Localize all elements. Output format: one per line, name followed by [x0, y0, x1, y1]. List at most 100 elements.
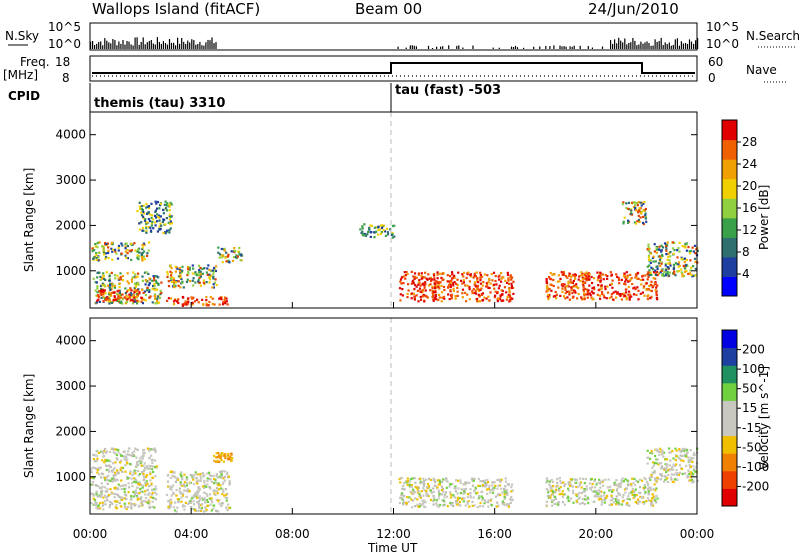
- echo-cell: [478, 496, 481, 499]
- echo-cell: [149, 471, 152, 474]
- echo-cell: [104, 458, 107, 462]
- echo-cell: [417, 489, 420, 493]
- echo-cell: [121, 470, 124, 473]
- echo-cell: [142, 242, 145, 245]
- echo-cell: [600, 494, 603, 497]
- echo-cell: [678, 448, 681, 451]
- echo-cell: [650, 504, 653, 507]
- echo-cell: [505, 298, 508, 301]
- echo-cell: [434, 289, 437, 292]
- echo-cell: [197, 496, 200, 499]
- echo-cell: [197, 280, 200, 283]
- echo-cell: [151, 448, 154, 451]
- nsky-bar: [695, 40, 697, 49]
- echo-cell: [596, 293, 599, 296]
- echo-cell: [403, 494, 406, 498]
- echo-cell: [594, 486, 597, 489]
- echo-cell: [96, 457, 99, 460]
- echo-cell: [95, 490, 98, 493]
- echo-cell: [206, 500, 210, 504]
- echo-cell: [449, 491, 452, 494]
- echo-cell: [440, 284, 443, 287]
- echo-cell: [198, 271, 201, 274]
- echo-cell: [551, 480, 554, 483]
- echo-cell: [567, 489, 570, 492]
- echo-cell: [650, 501, 653, 504]
- echo-cell: [168, 215, 171, 218]
- echo-cell: [424, 289, 427, 292]
- echo-cell: [377, 225, 380, 228]
- echo-cell: [177, 275, 180, 278]
- nsky-bar: [138, 44, 140, 49]
- echo-cell: [642, 215, 645, 218]
- colorbar-cell: [722, 418, 737, 437]
- echo-cell: [608, 297, 611, 300]
- echo-cell: [487, 499, 490, 502]
- echo-cell: [660, 473, 663, 476]
- echo-cell: [660, 474, 663, 478]
- echo-cell: [408, 481, 411, 484]
- echo-cell: [418, 493, 421, 496]
- echo-cell: [119, 498, 122, 502]
- echo-cell: [478, 294, 481, 298]
- echo-cell: [617, 278, 621, 282]
- echo-cell: [450, 503, 453, 507]
- echo-cell: [101, 501, 104, 504]
- echo-cell: [130, 249, 133, 252]
- echo-cell: [108, 282, 112, 285]
- echo-cell: [582, 286, 585, 289]
- echo-cell: [553, 502, 556, 506]
- echo-cell: [639, 292, 642, 295]
- echo-cell: [188, 268, 191, 271]
- echo-cell: [561, 290, 564, 293]
- echo-cell: [138, 491, 141, 495]
- echo-cell: [627, 293, 630, 296]
- echo-cell: [432, 477, 435, 480]
- echo-cell: [399, 481, 402, 484]
- echo-cell: [223, 479, 226, 482]
- echo-cell: [503, 495, 506, 499]
- echo-cell: [595, 489, 599, 492]
- echo-cell: [223, 300, 227, 303]
- echo-cell: [403, 271, 406, 274]
- echo-cell: [565, 290, 568, 293]
- echo-cell: [133, 286, 136, 290]
- echo-cell: [377, 229, 380, 232]
- nsky-bar: [405, 47, 407, 49]
- echo-cell: [375, 230, 378, 233]
- echo-cell: [651, 256, 655, 259]
- echo-cell: [115, 488, 118, 491]
- echo-cell: [627, 280, 630, 283]
- echo-cell: [660, 465, 663, 468]
- echo-cell: [429, 498, 433, 501]
- echo-cell: [401, 487, 404, 490]
- echo-cell: [469, 488, 472, 491]
- nsky-bar: [108, 42, 110, 49]
- echo-cell: [150, 216, 153, 219]
- nsky-bar: [697, 38, 699, 49]
- echo-cell: [647, 486, 650, 489]
- nsky-bar: [618, 37, 620, 49]
- nsky-bar: [411, 45, 413, 49]
- echo-cell: [617, 482, 620, 485]
- echo-cell: [100, 482, 103, 485]
- echo-cell: [123, 450, 126, 453]
- nsky-trace: [90, 37, 699, 49]
- echo-cell: [151, 220, 154, 224]
- echo-cell: [165, 493, 169, 496]
- echo-cell: [637, 211, 640, 214]
- echo-cell: [447, 293, 450, 296]
- echo-cell: [142, 217, 145, 220]
- echo-cell: [142, 455, 145, 458]
- echo-cell: [228, 480, 231, 483]
- echo-cell: [148, 467, 151, 470]
- echo-cell: [102, 272, 105, 275]
- echo-cell: [648, 247, 651, 251]
- echo-cell: [632, 496, 635, 499]
- echo-cell: [152, 465, 155, 468]
- echo-cell: [663, 270, 666, 273]
- echo-cell: [221, 502, 224, 505]
- echo-cell: [610, 295, 613, 298]
- echo-cell: [162, 208, 165, 212]
- echo-cell: [633, 221, 636, 224]
